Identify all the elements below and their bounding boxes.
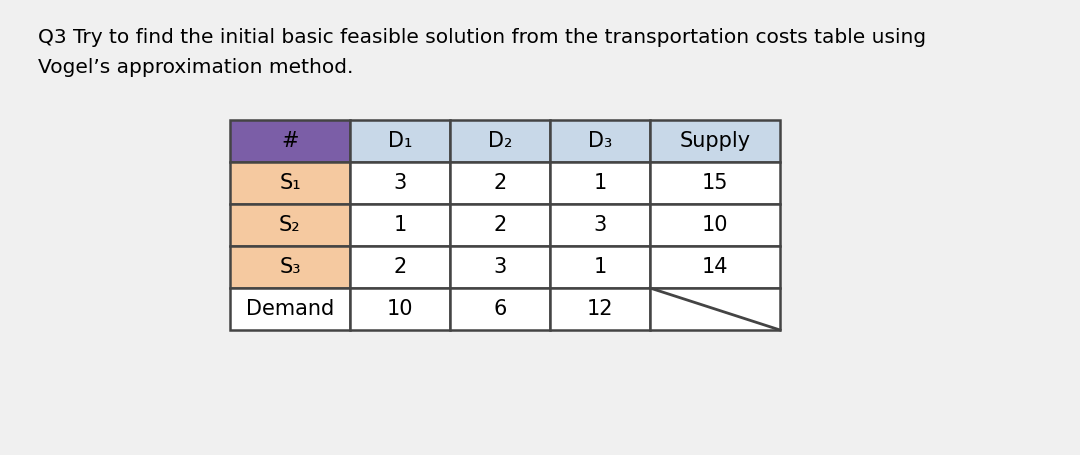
Text: 1: 1: [393, 215, 407, 235]
Text: 3: 3: [494, 257, 507, 277]
Bar: [230, 120, 350, 162]
Bar: [550, 246, 650, 288]
Bar: [650, 288, 780, 330]
Text: 10: 10: [702, 215, 728, 235]
Text: Supply: Supply: [679, 131, 751, 151]
Bar: [550, 162, 650, 204]
Bar: [450, 204, 550, 246]
Bar: [350, 246, 450, 288]
Text: 6: 6: [494, 299, 507, 319]
Text: D₃: D₃: [588, 131, 612, 151]
Bar: [230, 246, 350, 288]
Text: S₂: S₂: [279, 215, 301, 235]
Bar: [450, 288, 550, 330]
Text: S₁: S₁: [280, 173, 301, 193]
Text: 15: 15: [702, 173, 728, 193]
Bar: [350, 120, 450, 162]
Text: 1: 1: [593, 173, 607, 193]
Text: 1: 1: [593, 257, 607, 277]
Bar: [550, 120, 650, 162]
Bar: [350, 162, 450, 204]
Text: 12: 12: [586, 299, 613, 319]
Text: 10: 10: [387, 299, 414, 319]
Text: 2: 2: [494, 215, 507, 235]
Bar: [650, 120, 780, 162]
Bar: [350, 288, 450, 330]
Text: 2: 2: [393, 257, 407, 277]
Text: 3: 3: [593, 215, 607, 235]
Bar: [450, 246, 550, 288]
Bar: [450, 162, 550, 204]
Text: S₃: S₃: [280, 257, 300, 277]
Text: D₂: D₂: [488, 131, 512, 151]
Text: 2: 2: [494, 173, 507, 193]
Text: 3: 3: [393, 173, 407, 193]
Bar: [350, 204, 450, 246]
Text: Vogel’s approximation method.: Vogel’s approximation method.: [38, 58, 353, 77]
Bar: [550, 288, 650, 330]
Bar: [450, 120, 550, 162]
Bar: [230, 288, 350, 330]
Text: Demand: Demand: [246, 299, 334, 319]
Text: #: #: [281, 131, 299, 151]
Text: 14: 14: [702, 257, 728, 277]
Text: Q3 Try to find the initial basic feasible solution from the transportation costs: Q3 Try to find the initial basic feasibl…: [38, 28, 927, 47]
Bar: [230, 162, 350, 204]
Bar: [650, 246, 780, 288]
Bar: [550, 204, 650, 246]
Text: D₁: D₁: [388, 131, 413, 151]
Bar: [650, 162, 780, 204]
Bar: [230, 204, 350, 246]
Bar: [650, 204, 780, 246]
